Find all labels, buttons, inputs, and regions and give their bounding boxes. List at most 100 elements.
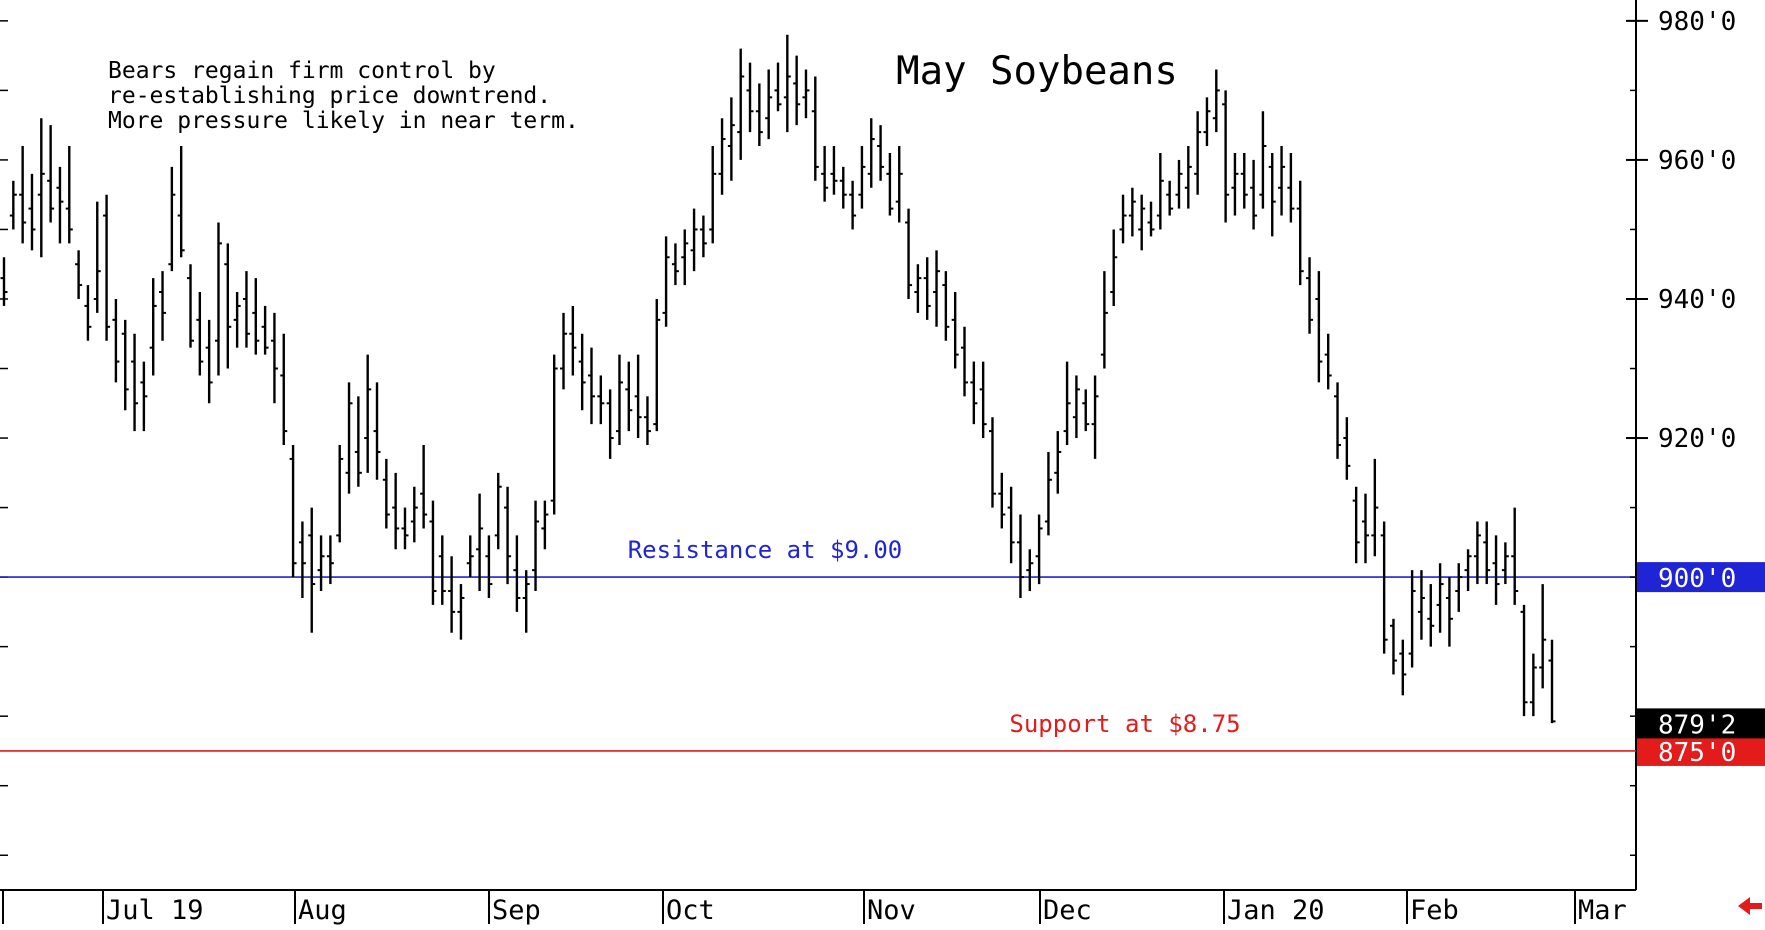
ohlc-bar (1427, 584, 1435, 647)
ohlc-bar (560, 312, 568, 390)
ohlc-bar (1287, 152, 1295, 223)
ohlc-bar (65, 146, 73, 244)
ohlc-bar (1212, 69, 1220, 133)
ohlc-bar (280, 333, 288, 445)
ohlc-bar (84, 285, 92, 341)
ohlc-bar (1100, 271, 1108, 369)
ohlc-bar (1082, 389, 1090, 432)
ohlc-bar (476, 493, 484, 592)
ohlc-bar (1222, 90, 1230, 223)
ohlc-bar (196, 292, 204, 376)
ohlc-bar (112, 298, 120, 383)
x-tick-label: Aug (298, 895, 347, 926)
ohlc-bar (746, 62, 754, 133)
ohlc-bar (1128, 187, 1136, 237)
plot-frame (0, 0, 1637, 891)
annotation-line-2: re-establishing price downtrend. (108, 83, 551, 109)
ohlc-bar (159, 271, 167, 341)
ohlc-bar (1548, 639, 1556, 724)
ohlc-bar (1399, 639, 1407, 696)
ohlc-bar (224, 243, 232, 369)
ohlc-bar (1184, 146, 1192, 209)
ohlc-bar (755, 83, 763, 147)
ohlc-bar (401, 507, 409, 550)
ohlc-bar (849, 180, 857, 230)
ohlc-bar (1044, 451, 1052, 536)
ohlc-bar (643, 396, 651, 445)
ohlc-bar (1119, 194, 1127, 244)
ohlc-bar (625, 361, 633, 432)
x-tick-label: Jan 20 (1227, 895, 1325, 926)
ohlc-bar (988, 417, 996, 508)
ohlc-bar (308, 507, 316, 633)
ohlc-bar (289, 445, 297, 578)
ohlc-bar (905, 208, 913, 299)
ohlc-bar (121, 319, 129, 411)
ohlc-bar (699, 215, 707, 258)
reference-line-label: Resistance at $9.00 (628, 536, 903, 564)
chart-title: May Soybeans (896, 49, 1178, 94)
ohlc-bar (811, 76, 819, 181)
reference-axis-box (1637, 562, 1765, 593)
ohlc-bar (709, 146, 717, 244)
ohlc-bar (1408, 570, 1416, 668)
ohlc-bar (886, 152, 894, 216)
left-axis-ticks (0, 20, 8, 856)
ohlc-bar (242, 271, 250, 348)
ohlc-bar (345, 382, 353, 494)
last-price-box (1637, 708, 1765, 739)
ohlc-bar (587, 347, 595, 425)
ohlc-bar (19, 146, 27, 244)
ohlc-bar (970, 361, 978, 425)
ohlc-bar (1445, 577, 1453, 647)
ohlc-bar (1035, 514, 1043, 585)
y-tick-label: 980'0 (1658, 7, 1736, 37)
x-tick-label: Oct (666, 895, 715, 926)
x-tick-label: Feb (1410, 895, 1459, 926)
scroll-left-arrow-icon[interactable] (1738, 897, 1762, 915)
ohlc-bar (606, 389, 614, 459)
ohlc-bar (858, 146, 866, 209)
annotation-line-1: Bears regain firm control by (108, 58, 496, 84)
ohlc-bar (1343, 417, 1351, 480)
reference-line-label: Support at $8.75 (1009, 710, 1240, 738)
ohlc-bar (47, 125, 55, 223)
ohlc-bar (1016, 514, 1024, 598)
ohlc-bar (168, 166, 176, 272)
ohlc-bar (1231, 152, 1239, 216)
ohlc-bar (681, 229, 689, 286)
ohlc-bar (298, 521, 306, 598)
ohlc-bar (1296, 180, 1304, 286)
x-tick-label: Sep (492, 895, 541, 926)
ohlc-bar (149, 278, 157, 376)
ohlc-bar (1306, 257, 1314, 334)
ohlc-bar (821, 146, 829, 202)
ohlc-bar (923, 257, 931, 320)
ohlc-bar (205, 319, 213, 404)
annotation-line-3: More pressure likely in near term. (108, 108, 579, 134)
ohlc-bar (914, 264, 922, 313)
ohlc-bar (56, 166, 64, 244)
ohlc-bar (75, 250, 83, 299)
ohlc-bar (448, 556, 456, 633)
ohlc-bar (28, 173, 36, 251)
ohlc-bar (382, 458, 390, 529)
ohlc-bar (93, 201, 101, 313)
y-tick-label: 960'0 (1658, 146, 1736, 176)
ohlc-bar (1091, 375, 1099, 459)
ohlc-bar (877, 125, 885, 181)
ohlc-bar (1147, 201, 1155, 237)
ohlc-bar (1007, 486, 1015, 564)
ohlc-bar (933, 250, 941, 327)
ohlc-bar (373, 382, 381, 480)
ohlc-bar (998, 472, 1006, 529)
time-axis: Jul 19 Aug Sep Oct Nov Dec Jan 20 Feb Mar (2, 890, 1627, 926)
ohlc-bar (187, 264, 195, 348)
ohlc-bar (569, 305, 577, 376)
x-tick-label: Jul 19 (106, 895, 204, 926)
ohlc-bar (634, 354, 642, 439)
ohlc-bar (410, 486, 418, 543)
ohlc-bar (420, 445, 428, 529)
ohlc-bar (494, 472, 502, 550)
